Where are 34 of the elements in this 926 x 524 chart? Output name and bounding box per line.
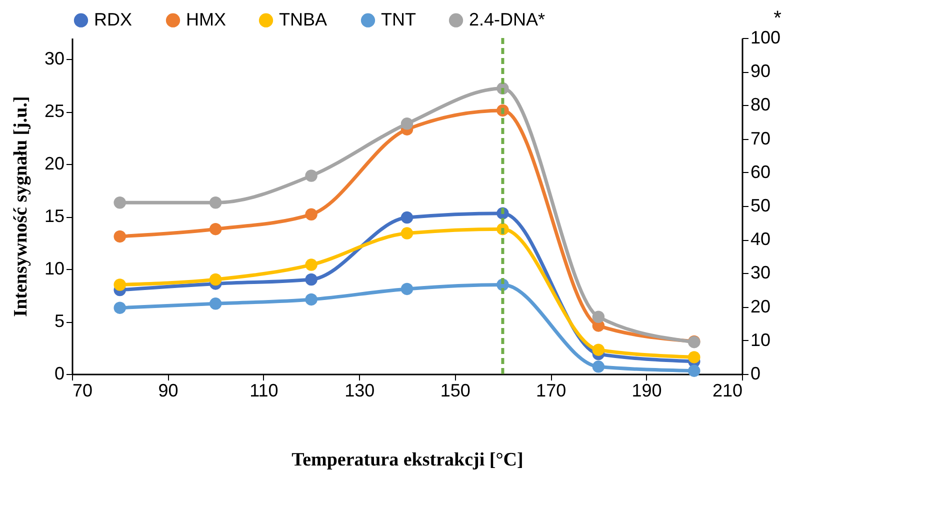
x-tick-label: 70 <box>72 380 93 400</box>
x-tick-label: 130 <box>344 380 375 400</box>
x-tick-label: 110 <box>250 380 278 400</box>
y2-tick-label: 90 <box>750 61 771 82</box>
y2-tick-label: 50 <box>750 196 771 216</box>
legend-label: TNBA <box>279 9 328 30</box>
y-tick-label: 30 <box>44 48 64 68</box>
legend-label: HMX <box>186 9 226 30</box>
x-tick-label: 90 <box>158 380 178 400</box>
y-tick-label: 5 <box>54 311 64 331</box>
y2-tick-label: 70 <box>750 128 771 148</box>
y2-tick-label: 20 <box>750 296 771 316</box>
y2-tick-label: 80 <box>750 94 771 115</box>
legend-label: 2.4-DNA* <box>469 9 546 30</box>
y2-tick-label: 10 <box>750 330 771 350</box>
x-tick-label: 210 <box>712 380 742 400</box>
legend-label: TNT <box>381 9 416 30</box>
y-tick-label: 15 <box>44 206 64 226</box>
x-tick-label: 150 <box>440 380 470 400</box>
x-axis-title: Temperatura ekstrakcji [°C] <box>292 450 524 470</box>
y2-tick-label: 40 <box>750 229 771 250</box>
x-tick-label: 170 <box>536 380 566 400</box>
x-tick-label: 190 <box>632 380 662 400</box>
y2-tick-label: 0 <box>750 364 761 384</box>
y-tick-label: 20 <box>44 154 64 174</box>
y-tick-label: 25 <box>44 101 64 121</box>
y2-tick-label: 30 <box>750 262 771 283</box>
y2-tick-label: 60 <box>750 162 771 182</box>
y2-axis-title: * <box>774 8 782 30</box>
legend-label: RDX <box>94 9 132 30</box>
y2-tick-label: 100 <box>750 28 781 48</box>
y-tick-label: 0 <box>54 364 64 384</box>
y-tick-label: 10 <box>44 258 64 278</box>
y-axis-title: Intensywność sygnału [j.u.] <box>10 96 32 317</box>
